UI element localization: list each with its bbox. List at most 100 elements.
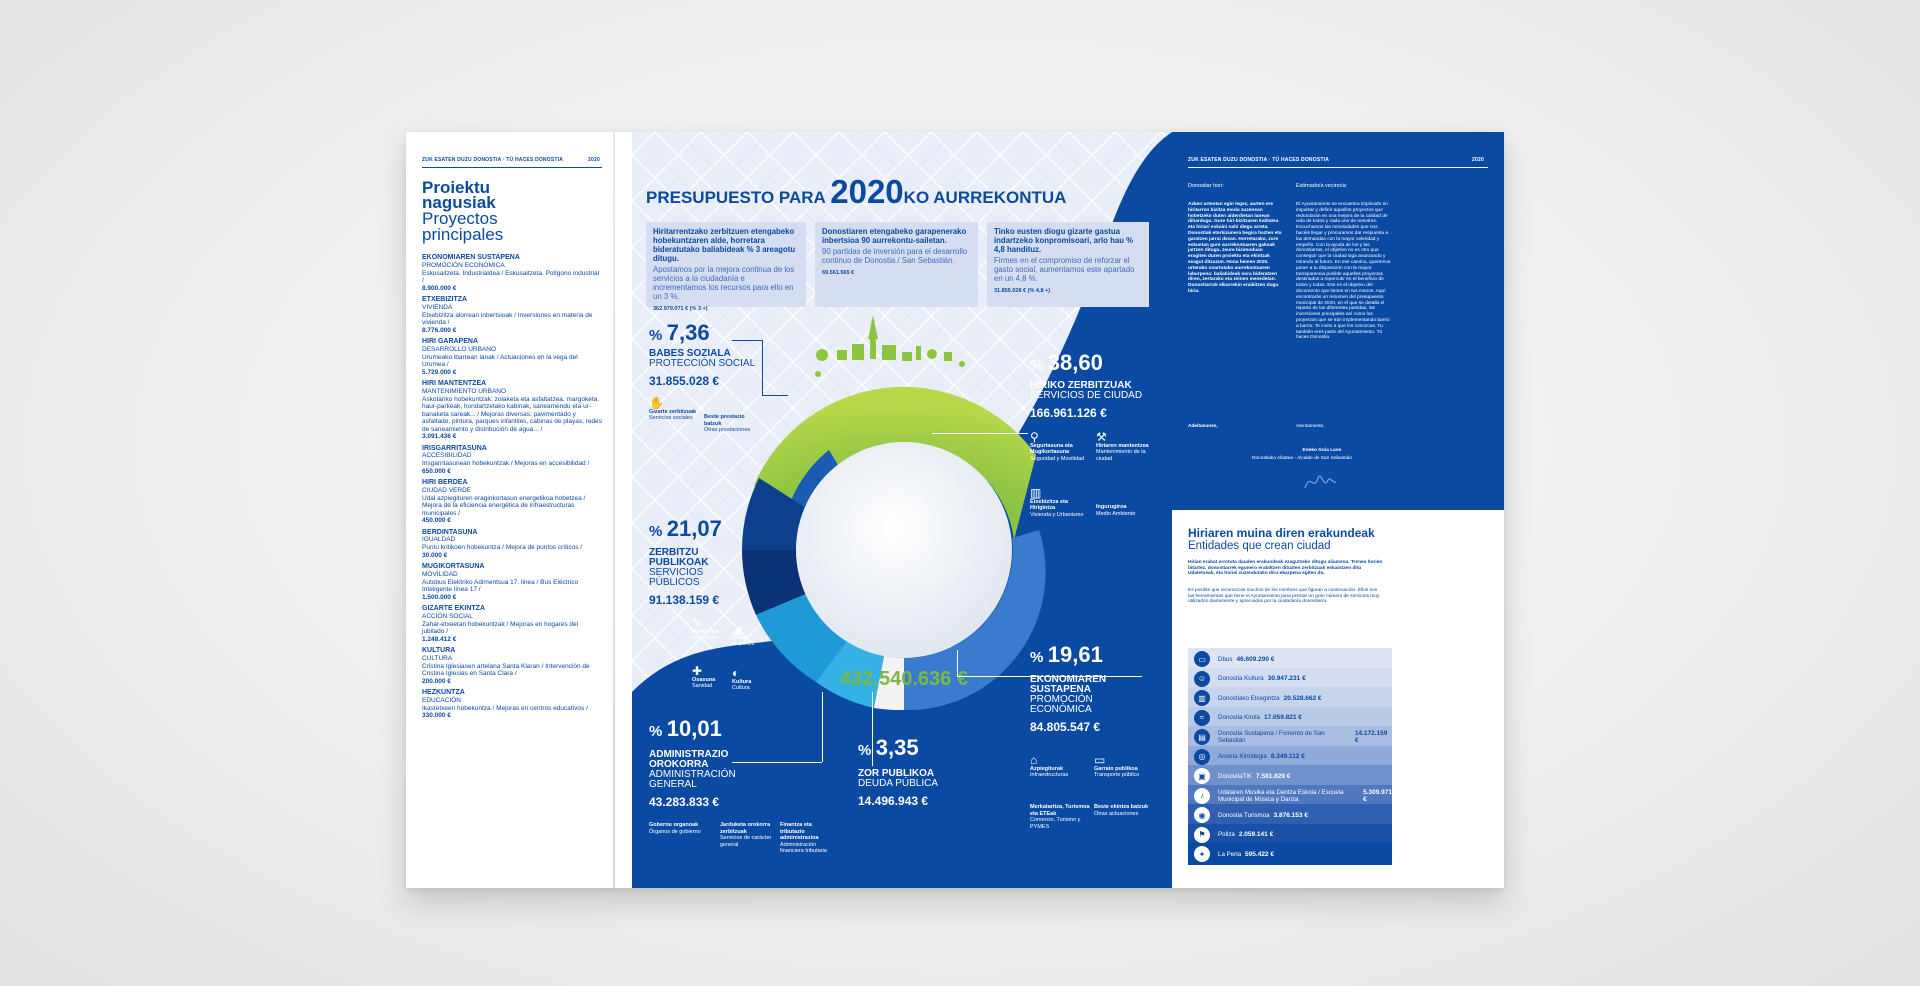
camera-icon: ◉ — [1194, 807, 1210, 823]
entity-row: ▥ Donostiako Etxegintza 20.528.662 € — [1188, 687, 1392, 709]
skyline-illustration — [815, 315, 965, 377]
project-description: Cristina Iglesiasen artelana Santa Klara… — [422, 662, 590, 678]
box-text-eu: Tinko eusten diogu gizarte gastua indart… — [994, 227, 1134, 254]
project-amount: 8.900.000 € — [422, 284, 457, 292]
entity-amount: 30.947.231 € — [1267, 675, 1306, 682]
budget-infographic: PRESUPUESTO PARA 2020KO AURREKONTUA Hiri… — [632, 132, 1172, 888]
connector-line — [732, 762, 822, 763]
project-item: HIRI GARAPENA DESARROLLO URBANO Urumeako i… — [422, 338, 602, 376]
bus-icon: ▭ — [1094, 753, 1106, 767]
spa-icon: ✦ — [1194, 846, 1210, 862]
project-title-es: IGUALDAD — [422, 536, 456, 543]
project-title-es: ACCESIBILIDAD — [422, 452, 472, 459]
connector-line — [822, 692, 823, 762]
project-item: HEZKUNTZA EDUCACIÓN Ikastetxeen hobekuntza… — [422, 689, 602, 720]
entity-name: Dbus — [1218, 655, 1233, 663]
projects-list: EKONOMIAREN SUSTAPENA PROMOCIÓN ECONÓMICA… — [422, 254, 602, 724]
project-description: Zahar-etxeetan hobekuntzak / Mejoras en … — [422, 620, 579, 636]
project-title-es: CULTURA — [422, 654, 453, 662]
ball-icon: ◎ — [1194, 748, 1210, 765]
project-item: KULTURA CULTURA Cristina Iglesiasen artela… — [422, 647, 602, 685]
sub-gobernu-organoak: Gobernu organoak Órganos de gobierno — [649, 822, 701, 835]
greeting-eu: Donostiar hori: — [1188, 183, 1224, 189]
entity-amount: 5.309.971 € — [1363, 788, 1392, 803]
sub-ingurugiroa: Ingurugiroa Medio Ambiente — [1096, 504, 1136, 517]
left-header-year: 2020 — [588, 157, 600, 163]
connector-line — [957, 676, 1142, 677]
connector-line — [872, 692, 873, 766]
project-description: Ikastetxeen hobekuntza / Mejoras en cent… — [422, 704, 588, 712]
project-title-es: VIVIENDA — [422, 303, 453, 311]
pct-babes: % 7,36 — [649, 320, 710, 345]
entity-name: Donostia Kirola — [1218, 714, 1260, 721]
project-item: HIRI MANTENTZEA MANTENIMIENTO URBANO Askot… — [422, 380, 602, 441]
palette-icon: ◐ — [732, 666, 740, 680]
sub-merkataritza: Merkataritza, Turismoa eta ETEak Comercio… — [1030, 804, 1090, 830]
entity-name: Donostia Sustapena / Fomento de San Seba… — [1218, 730, 1325, 744]
flag-icon: ⚑ — [1194, 826, 1210, 843]
project-description: Askotariko hobekuntzak: zolaketa eta asf… — [422, 395, 602, 433]
project-description: Urumeako ibarrean lanak / Actuaciones en… — [422, 353, 578, 369]
label-admin: ADMINISTRAZIO OROKORRA ADMINISTRACIÓN GE… — [649, 749, 736, 810]
box-text-es: Firmes en el compromiso de reforzar el g… — [994, 256, 1135, 283]
sub-kirola: ◢ Kirola Deportes — [732, 623, 772, 648]
box-text-es: Apostamos por la mejora continua de los … — [653, 265, 795, 301]
entity-row: ✦ La Perla 595.422 € — [1188, 843, 1392, 865]
budget-title: PRESUPUESTO PARA 2020KO AURREKONTUA — [646, 173, 1066, 211]
box-figure: 31.855.028 € (% 4,8 +) — [994, 288, 1051, 294]
entity-row: ▤ Donostia Sustapena / Fomento de San Seb… — [1188, 726, 1392, 748]
project-description: Etxebizitza alorrean inbertsioak / Inver… — [422, 311, 593, 327]
donut-slice-hiriko — [754, 386, 1036, 540]
signer-role: Donostiako Alkatea - Alcalde de San Seba… — [1251, 456, 1352, 461]
project-description: Udal azpiegituren eraginkortasun energet… — [422, 494, 586, 517]
entity-name: DonostiaTIK — [1218, 772, 1253, 780]
bicycle-icon: ⚲ — [1030, 430, 1039, 444]
connector-line — [932, 433, 1028, 434]
left-page: ZUK ESATEN DUZU DONOSTIA · TÚ HACES DONO… — [406, 132, 613, 888]
label-ekonomia: EKONOMIAREN SUSTAPENA PROMOCIÓN ECONÓMIC… — [1030, 674, 1107, 735]
right-header-year: 2020 — [1472, 157, 1484, 163]
page-fold — [613, 132, 615, 888]
project-item: IRISGARRITASUNA ACCESIBILIDAD Irisgarritas… — [422, 445, 602, 476]
entities-panel: Hiriaren muina diren erakundeak Entidade… — [1172, 510, 1504, 888]
swimmer-icon: ≈ — [1194, 709, 1210, 726]
label-zor: ZOR PUBLIKOA DEUDA PÚBLICA 14.496.943 € — [858, 768, 939, 809]
entity-row: ◎ Anoeta Kiroldegia 8.349.112 € — [1188, 745, 1392, 768]
label-zerbitzu: ZERBITZU PUBLIKOAK SERVICIOS PÚBLICOS 91… — [649, 547, 720, 608]
title-year: 2020 — [830, 173, 904, 210]
connector-line — [957, 650, 958, 676]
entity-amount: 14.172.159 € — [1354, 730, 1388, 744]
closing-es: Atentamente, — [1296, 424, 1325, 429]
box-figure: 362.979.071 € (% 3 +) — [653, 306, 708, 312]
total-budget: 432.540.636 € — [840, 668, 968, 690]
title-eu-line2: nagusiak — [422, 193, 496, 212]
mayor-letter-panel: ZUK ESATEN DUZU DONOSTIA · TÚ HACES DONO… — [1172, 132, 1504, 510]
connector-line — [762, 340, 763, 395]
letter-es: El Ayuntamiento se encuentra implicado e… — [1296, 202, 1391, 341]
sub-finantza: Finantza eta tributazio administrazioa Ad… — [780, 822, 827, 854]
project-title-eu: KULTURA — [422, 647, 456, 654]
pct-zerbitzu: % 21,07 — [649, 516, 722, 541]
project-title-eu: HIRI MANTENTZEA — [422, 380, 487, 387]
project-title-eu: HIRI BERDEA — [422, 479, 468, 486]
connector-line — [762, 395, 788, 396]
box-text-eu: Hiritarrentzako zerbitzuen etengabeko ho… — [653, 227, 796, 263]
sub-osasuna: ✚ Osasuna Sanidad — [692, 665, 732, 690]
closing-eu: Adeitasunez, — [1188, 424, 1218, 429]
project-amount: 1.500.000 € — [422, 593, 457, 601]
project-item: MUGIKORTASUNA MOVILIDAD Autobus Elektriko … — [422, 563, 602, 601]
project-amount: 30.000 € — [422, 551, 448, 559]
project-item: ETXEBIZITZA VIVIENDA Etxebizitza alorrean … — [422, 296, 602, 334]
project-title-eu: EKONOMIAREN SUSTAPENA — [422, 254, 520, 261]
project-description: Autobus Elektriko Adimentsua 17. linea /… — [422, 578, 579, 594]
entities-title-es: Entidades que crean ciudad — [1188, 540, 1331, 552]
donut-slice-zor — [874, 656, 904, 711]
project-title-eu: MUGIKORTASUNA — [422, 563, 485, 570]
entity-row: ≈ Donostia Kirola 17.059.821 € — [1188, 706, 1392, 729]
building-icon: ▥ — [1030, 486, 1042, 500]
project-amount: 3.091.436 € — [422, 433, 457, 440]
sub-segurtasuna: ⚲ Segurtasuna eta Mugikortasuna Seguridad … — [1030, 430, 1090, 462]
left-header-rule — [422, 167, 602, 168]
project-description: Irisgarritasunean hobekuntzak / Mejoras … — [422, 460, 590, 467]
entity-row: ◉ Donostia Turismoa 3.876.153 € — [1188, 804, 1392, 826]
